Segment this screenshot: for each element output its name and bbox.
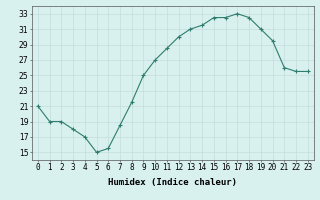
X-axis label: Humidex (Indice chaleur): Humidex (Indice chaleur) <box>108 178 237 187</box>
